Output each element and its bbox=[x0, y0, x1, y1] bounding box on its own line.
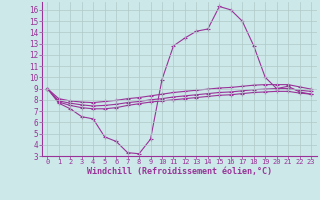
X-axis label: Windchill (Refroidissement éolien,°C): Windchill (Refroidissement éolien,°C) bbox=[87, 167, 272, 176]
